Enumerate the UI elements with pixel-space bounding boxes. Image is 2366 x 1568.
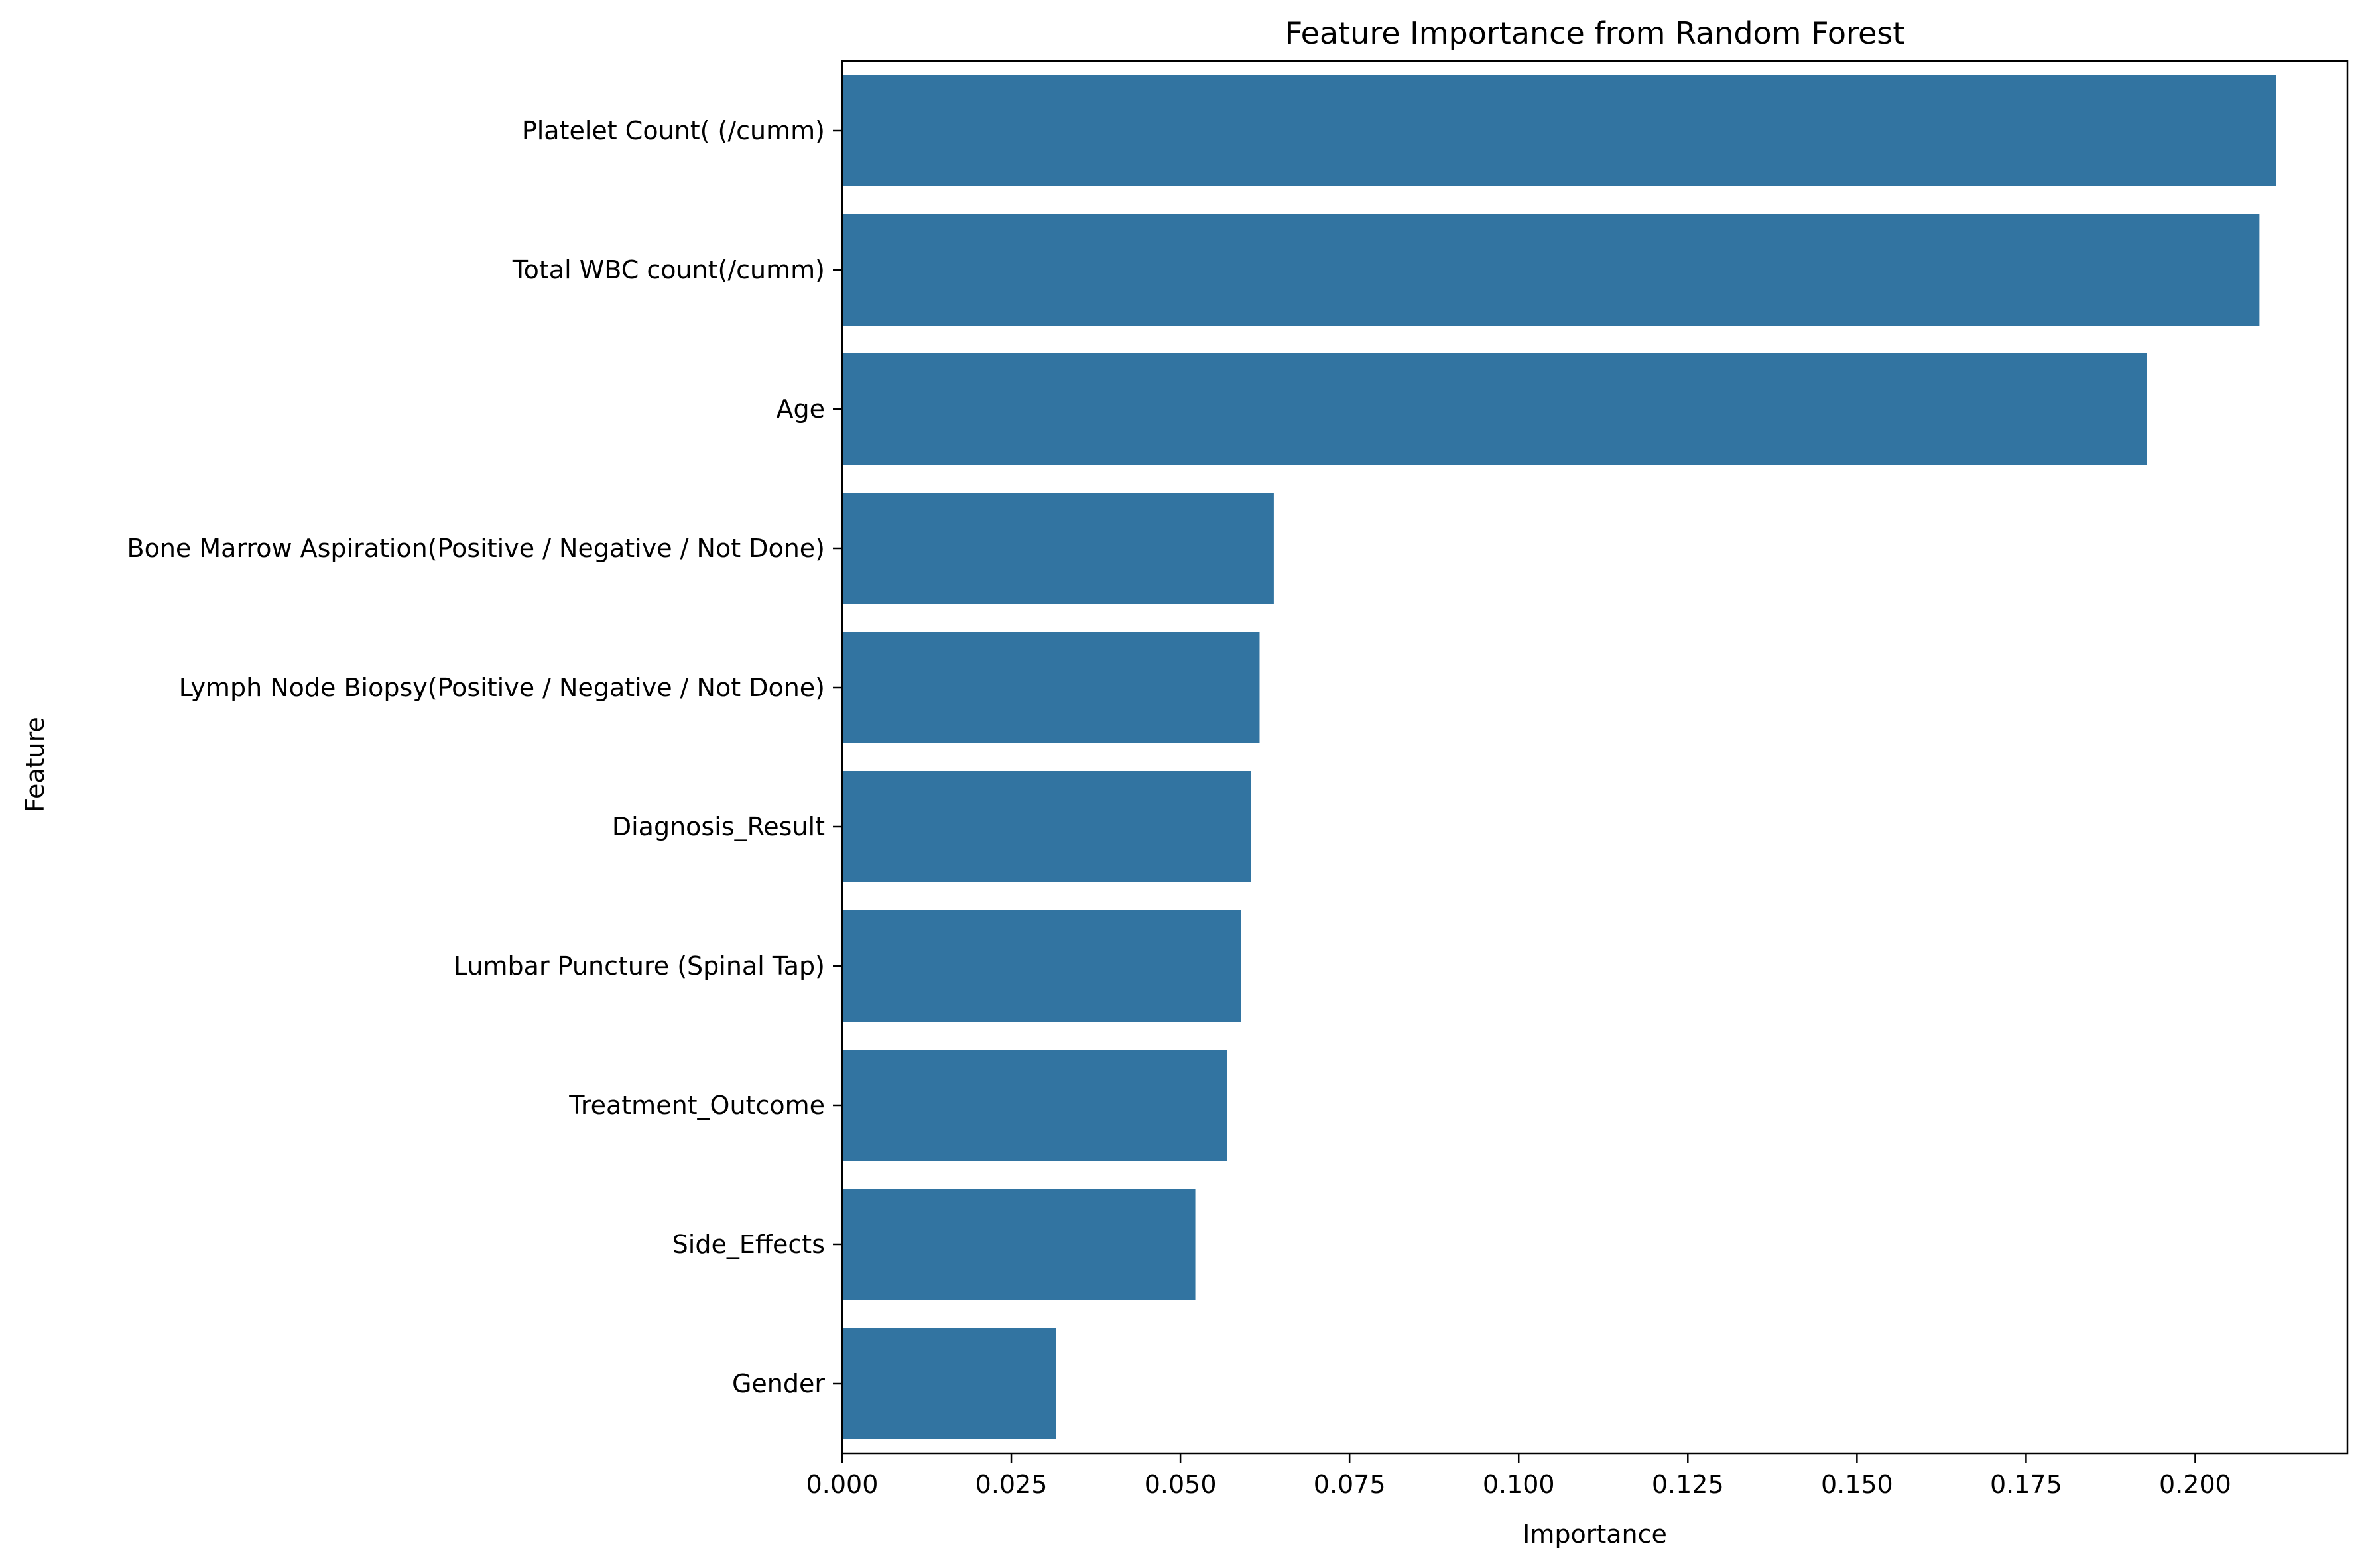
x-tick-label: 0.100 xyxy=(1483,1470,1555,1499)
y-tick-label: Total WBC count(/cumm) xyxy=(512,255,825,284)
bar xyxy=(842,1189,1196,1300)
x-tick-label: 0.075 xyxy=(1314,1470,1386,1499)
x-tick-label: 0.175 xyxy=(1990,1470,2062,1499)
y-tick-label: Side_Effects xyxy=(672,1230,825,1259)
x-tick-label: 0.050 xyxy=(1145,1470,1217,1499)
y-tick-label: Lymph Node Biopsy(Positive / Negative / … xyxy=(179,673,825,702)
bar xyxy=(842,75,2276,186)
bars-layer xyxy=(842,75,2276,1439)
y-tick-label: Gender xyxy=(732,1369,825,1398)
bar xyxy=(842,1050,1227,1161)
y-tick-label: Lumbar Puncture (Spinal Tap) xyxy=(454,951,825,981)
bar xyxy=(842,493,1274,604)
chart-title: Feature Importance from Random Forest xyxy=(1285,15,1905,51)
bar xyxy=(842,771,1251,882)
bar xyxy=(842,1328,1056,1439)
y-tick-label: Diagnosis_Result xyxy=(612,812,825,841)
y-tick-label: Age xyxy=(777,394,826,424)
x-tick-label: 0.200 xyxy=(2159,1470,2231,1499)
x-axis-label: Importance xyxy=(1523,1520,1667,1549)
bar xyxy=(842,353,2147,465)
y-axis-label: Feature xyxy=(21,717,50,812)
bar xyxy=(842,214,2260,326)
y-tick-label: Platelet Count( (/cumm) xyxy=(522,116,825,145)
bar xyxy=(842,632,1260,743)
y-axis: Platelet Count( (/cumm) Total WBC count(/… xyxy=(127,116,842,1398)
x-tick-label: 0.025 xyxy=(975,1470,1048,1499)
y-tick-label: Bone Marrow Aspiration(Positive / Negati… xyxy=(127,534,825,563)
y-tick-label: Treatment_Outcome xyxy=(568,1091,825,1120)
x-tick-label: 0.150 xyxy=(1821,1470,1893,1499)
x-tick-label: 0.000 xyxy=(806,1470,879,1499)
plot-frame xyxy=(841,60,2349,1455)
bar xyxy=(842,910,1241,1022)
x-axis: 0.000 0.025 0.050 0.075 0.100 0.125 0.150 0.175… xyxy=(806,1453,2231,1499)
x-tick-label: 0.125 xyxy=(1652,1470,1724,1499)
